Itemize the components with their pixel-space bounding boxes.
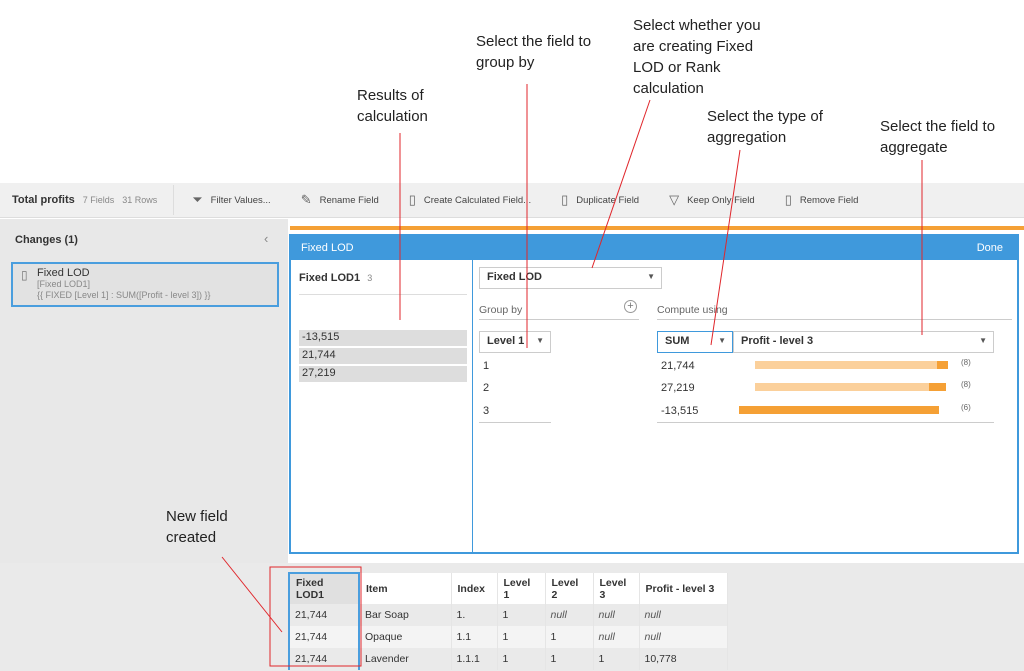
change-card[interactable]: ▯ Fixed LOD [Fixed LOD1] {{ FIXED [Level… <box>11 262 279 307</box>
aggregate-field-dropdown[interactable]: Profit - level 3 ▼ <box>733 331 994 353</box>
compute-using-label: Compute using <box>657 304 728 316</box>
calc-icon: ▯ <box>408 192 416 207</box>
group-by-label: Group by <box>479 304 523 316</box>
filter-values-button[interactable]: ⏷ Filter Values... <box>192 192 271 207</box>
annotation-results: Results of calculation <box>357 87 428 125</box>
row-count: 31 Rows <box>122 195 158 205</box>
annotation-agg-field: Select the field to aggregate <box>880 118 996 156</box>
result-value: 27,219 <box>299 366 467 382</box>
group-value: 3 <box>483 405 490 417</box>
chevron-down-icon: ▼ <box>536 336 544 345</box>
field-count: 7 Fields <box>82 195 115 205</box>
count: (6) <box>961 403 971 412</box>
data-grid: Fixed LOD1 Item Index Level 1 Level 2 Le… <box>288 572 728 670</box>
column-header[interactable]: Profit - level 3 <box>639 573 728 604</box>
filter-icon: ⏷ <box>192 192 203 207</box>
annotation-group-by: Select the field to group by <box>476 33 592 71</box>
chevron-down-icon: ▼ <box>718 336 726 345</box>
field-name[interactable]: Fixed LOD1 3 <box>299 272 373 284</box>
annotation-agg-type: Select the type of aggregation <box>707 108 823 146</box>
group-value: 1 <box>483 360 490 372</box>
group-value: 2 <box>483 382 490 394</box>
range-bar <box>755 361 940 369</box>
remove-icon: ▯ <box>784 192 792 207</box>
calc-field-icon: ▯ <box>21 268 28 282</box>
range-bar-mark <box>929 383 946 391</box>
done-button[interactable]: Done <box>976 242 1003 254</box>
duplicate-field-button[interactable]: ▯ Duplicate Field <box>561 192 640 207</box>
table-row: 21,744 Bar Soap 1. 1 null null null <box>288 604 728 626</box>
table-row: 21,744 Lavender 1.1.1 1 1 1 10,778 <box>288 648 728 670</box>
annotation-new-field: New field created <box>166 508 228 546</box>
create-calculated-field-button[interactable]: ▯ Create Calculated Field... <box>408 192 532 207</box>
chevron-down-icon: ▼ <box>979 336 987 345</box>
range-bar <box>739 406 939 414</box>
range-bar <box>755 383 933 391</box>
chevron-down-icon: ▼ <box>647 272 655 281</box>
annotation-lod-type: Select whether you are creating Fixed LO… <box>633 17 761 97</box>
results-column: Fixed LOD1 3 -13,515 21,744 27,219 <box>291 260 473 552</box>
add-group-icon[interactable]: + <box>624 300 637 313</box>
editor-title: Fixed LOD <box>301 242 354 254</box>
collapse-chevron-icon[interactable]: ‹ <box>264 231 269 246</box>
remove-field-button[interactable]: ▯ Remove Field <box>784 192 859 207</box>
keep-icon: ▽ <box>669 192 680 207</box>
aggregation-dropdown[interactable]: SUM ▼ <box>657 331 733 353</box>
column-header[interactable]: Level 2 <box>545 573 594 604</box>
count: (8) <box>961 358 971 367</box>
compute-value: -13,515 <box>661 405 699 417</box>
calc-type-dropdown[interactable]: Fixed LOD ▼ <box>479 267 662 289</box>
column-header[interactable]: Level 3 <box>593 573 640 604</box>
column-header[interactable]: Level 1 <box>497 573 546 604</box>
duplicate-icon: ▯ <box>561 192 569 207</box>
count: (8) <box>961 380 971 389</box>
selection-bar <box>290 226 1024 230</box>
column-header[interactable]: Fixed LOD1 <box>288 572 360 604</box>
result-value: -13,515 <box>299 330 467 346</box>
group-by-dropdown[interactable]: Level 1 ▼ <box>479 331 551 353</box>
range-bar-mark <box>937 361 948 369</box>
keep-only-field-button[interactable]: ▽ Keep Only Field <box>669 192 755 207</box>
changes-heading: Changes (1) <box>15 234 78 246</box>
fixed-lod-editor: Fixed LOD Done Fixed LOD1 3 -13,515 21,74… <box>289 234 1019 554</box>
column-header[interactable]: Item <box>359 573 452 604</box>
compute-value: 27,219 <box>661 382 695 394</box>
table-row: 21,744 Opaque 1.1 1 1 null null <box>288 626 728 648</box>
compute-value: 21,744 <box>661 360 695 372</box>
step-title: Total profits <box>12 194 75 206</box>
pencil-icon: ✎ <box>300 192 312 207</box>
toolbar: Total profits 7 Fields 31 Rows ⏷ Filter V… <box>0 183 1024 218</box>
column-header[interactable]: Index <box>451 573 498 604</box>
result-value: 21,744 <box>299 348 467 364</box>
rename-field-button[interactable]: ✎ Rename Field <box>300 192 379 207</box>
